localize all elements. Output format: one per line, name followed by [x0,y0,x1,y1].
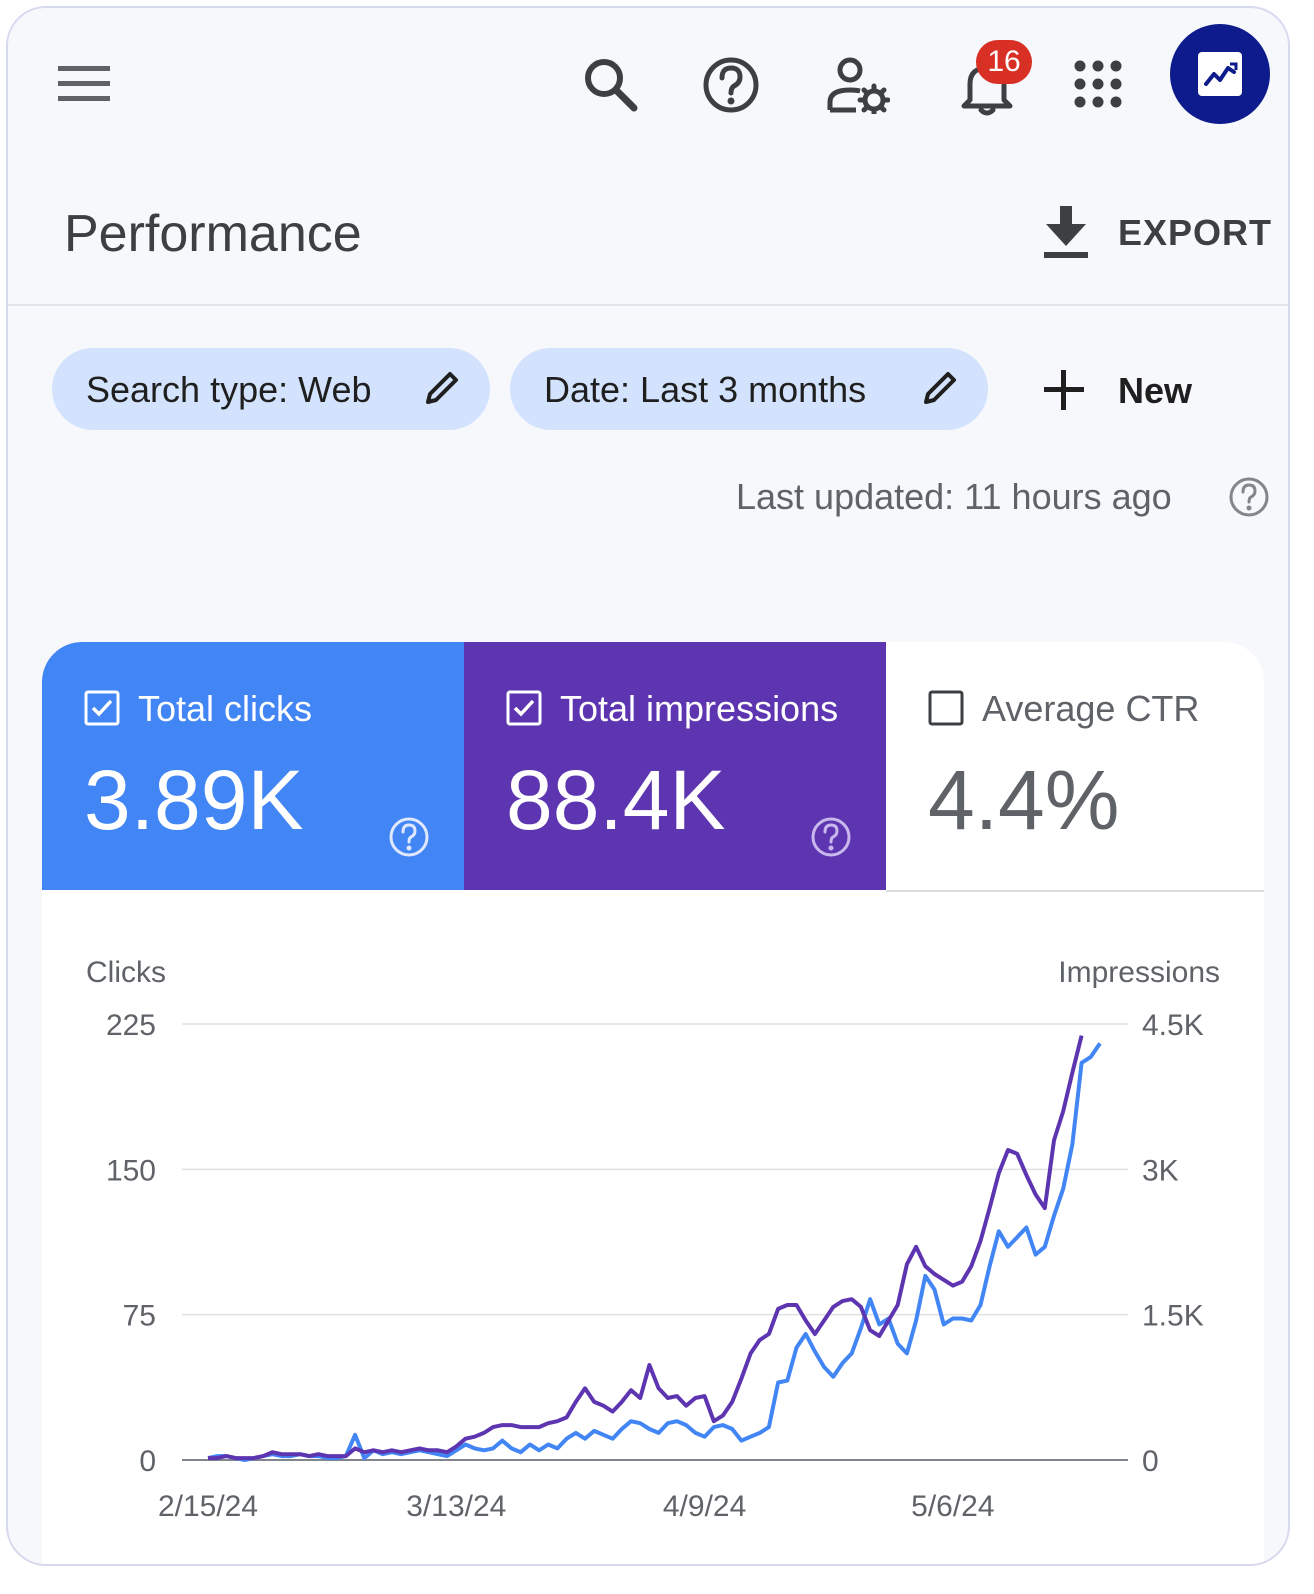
series-line-clicks [207,1042,1102,1462]
right-tick-label: 1.5K [1142,1300,1204,1333]
metric-average-ctr[interactable]: Average CTR 4.4% [886,642,1264,892]
checkbox-checked-icon[interactable] [84,690,120,726]
line-chart: Clicks Impressions 0 0 75 1.5K 150 3K 225 4.5K 2… [86,956,1220,1523]
right-tick-label: 4.5K [1142,1009,1204,1042]
download-icon [1044,206,1088,258]
avatar[interactable] [1170,24,1270,124]
last-updated-text: Last updated: 11 hours ago [736,476,1172,517]
metric-value: 88.4K [506,753,726,847]
plus-icon [1044,370,1084,410]
metric-label: Total clicks [138,688,313,729]
metric-label: Total impressions [560,688,839,729]
search-console-logo-icon [1198,52,1242,96]
export-label: EXPORT [1118,212,1273,253]
notifications-button[interactable]: 16 [952,40,1032,120]
metric-total-impressions[interactable]: Total impressions 88.4K [464,642,886,890]
right-axis-label: Impressions [1058,956,1220,989]
edit-pencil-icon [426,372,458,404]
x-tick-label: 3/13/24 [406,1490,506,1523]
search-icon[interactable] [582,56,638,112]
edit-pencil-icon [924,372,956,404]
date-filter-label: Date: Last 3 months [544,369,867,410]
top-app-bar: 16 [8,8,1288,158]
apps-icon[interactable] [1074,60,1122,108]
series-line-impressions [208,1035,1084,1461]
date-filter-chip[interactable]: Date: Last 3 months [510,348,988,430]
new-filter-button[interactable]: New [1038,364,1208,420]
page-title: Performance [64,205,362,263]
performance-chart: Clicks Impressions 0 0 75 1.5K 150 3K 225 4.5K 2… [42,890,1264,1564]
new-filter-label: New [1118,370,1193,411]
left-tick-label: 150 [106,1154,156,1187]
metric-total-clicks[interactable]: Total clicks 3.89K [42,642,464,890]
left-tick-label: 0 [139,1445,156,1478]
help-icon[interactable] [1228,476,1270,518]
checkbox-checked-icon[interactable] [506,690,542,726]
export-button[interactable]: EXPORT [1038,206,1271,266]
help-icon[interactable] [702,56,760,114]
help-icon[interactable] [810,816,852,858]
checkbox-unchecked-icon[interactable] [928,690,964,726]
menu-icon[interactable] [58,66,110,102]
x-tick-label: 2/15/24 [158,1490,258,1523]
x-tick-label: 4/9/24 [663,1490,746,1523]
search-type-filter-label: Search type: Web [86,369,372,410]
help-icon[interactable] [388,816,430,858]
right-tick-label: 3K [1142,1154,1179,1187]
x-tick-label: 5/6/24 [911,1490,994,1523]
app-frame: 16 Performance EXPORT [6,6,1290,1566]
performance-card: Total clicks 3.89K Total impressions 88.… [42,642,1264,1564]
metric-label: Average CTR [982,688,1200,729]
right-tick-label: 0 [1142,1445,1159,1478]
notification-badge: 16 [976,40,1032,84]
left-tick-label: 75 [123,1300,156,1333]
left-axis-label: Clicks [86,956,166,989]
search-type-filter-chip[interactable]: Search type: Web [52,348,490,430]
page-header: Performance EXPORT [8,158,1288,306]
user-settings-icon[interactable] [826,56,890,114]
metric-value: 3.89K [84,753,304,847]
left-tick-label: 225 [106,1009,156,1042]
metric-value: 4.4% [928,753,1120,847]
